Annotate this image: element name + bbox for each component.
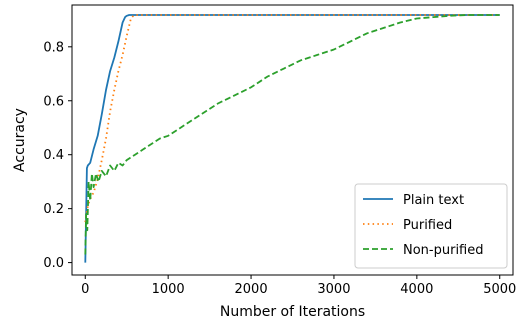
series-layer bbox=[84, 14, 500, 263]
plot-area-frame bbox=[71, 4, 514, 276]
y-tick-label: 0.6 bbox=[43, 94, 64, 109]
y-tick-label: 0.4 bbox=[43, 148, 64, 163]
y-tick-label: 0.0 bbox=[43, 256, 64, 271]
y-tick-label: 0.2 bbox=[43, 202, 64, 217]
x-tick-label: 4000 bbox=[400, 282, 433, 297]
legend: Plain text Purified Non-purified bbox=[354, 183, 508, 269]
legend-label-2: Non-purified bbox=[403, 243, 484, 258]
x-tick-label: 0 bbox=[81, 282, 89, 297]
series-line-1 bbox=[84, 14, 500, 223]
y-axis-label: Accuracy bbox=[12, 108, 28, 172]
x-tick-label: 3000 bbox=[317, 282, 350, 297]
legend-label-0: Plain text bbox=[403, 193, 464, 208]
x-tick-label: 2000 bbox=[235, 282, 268, 297]
legend-label-1: Purified bbox=[403, 218, 452, 233]
series-line-2 bbox=[84, 14, 500, 255]
x-tick-label: 1000 bbox=[152, 282, 185, 297]
x-axis: 0 1000 2000 3000 4000 5000 bbox=[81, 275, 516, 297]
x-axis-label: Number of Iterations bbox=[220, 304, 365, 320]
legend-box bbox=[354, 183, 508, 269]
y-axis: 0.0 0.2 0.4 0.6 0.8 bbox=[43, 40, 72, 271]
x-tick-label: 5000 bbox=[483, 282, 516, 297]
y-tick-label: 0.8 bbox=[43, 40, 64, 55]
